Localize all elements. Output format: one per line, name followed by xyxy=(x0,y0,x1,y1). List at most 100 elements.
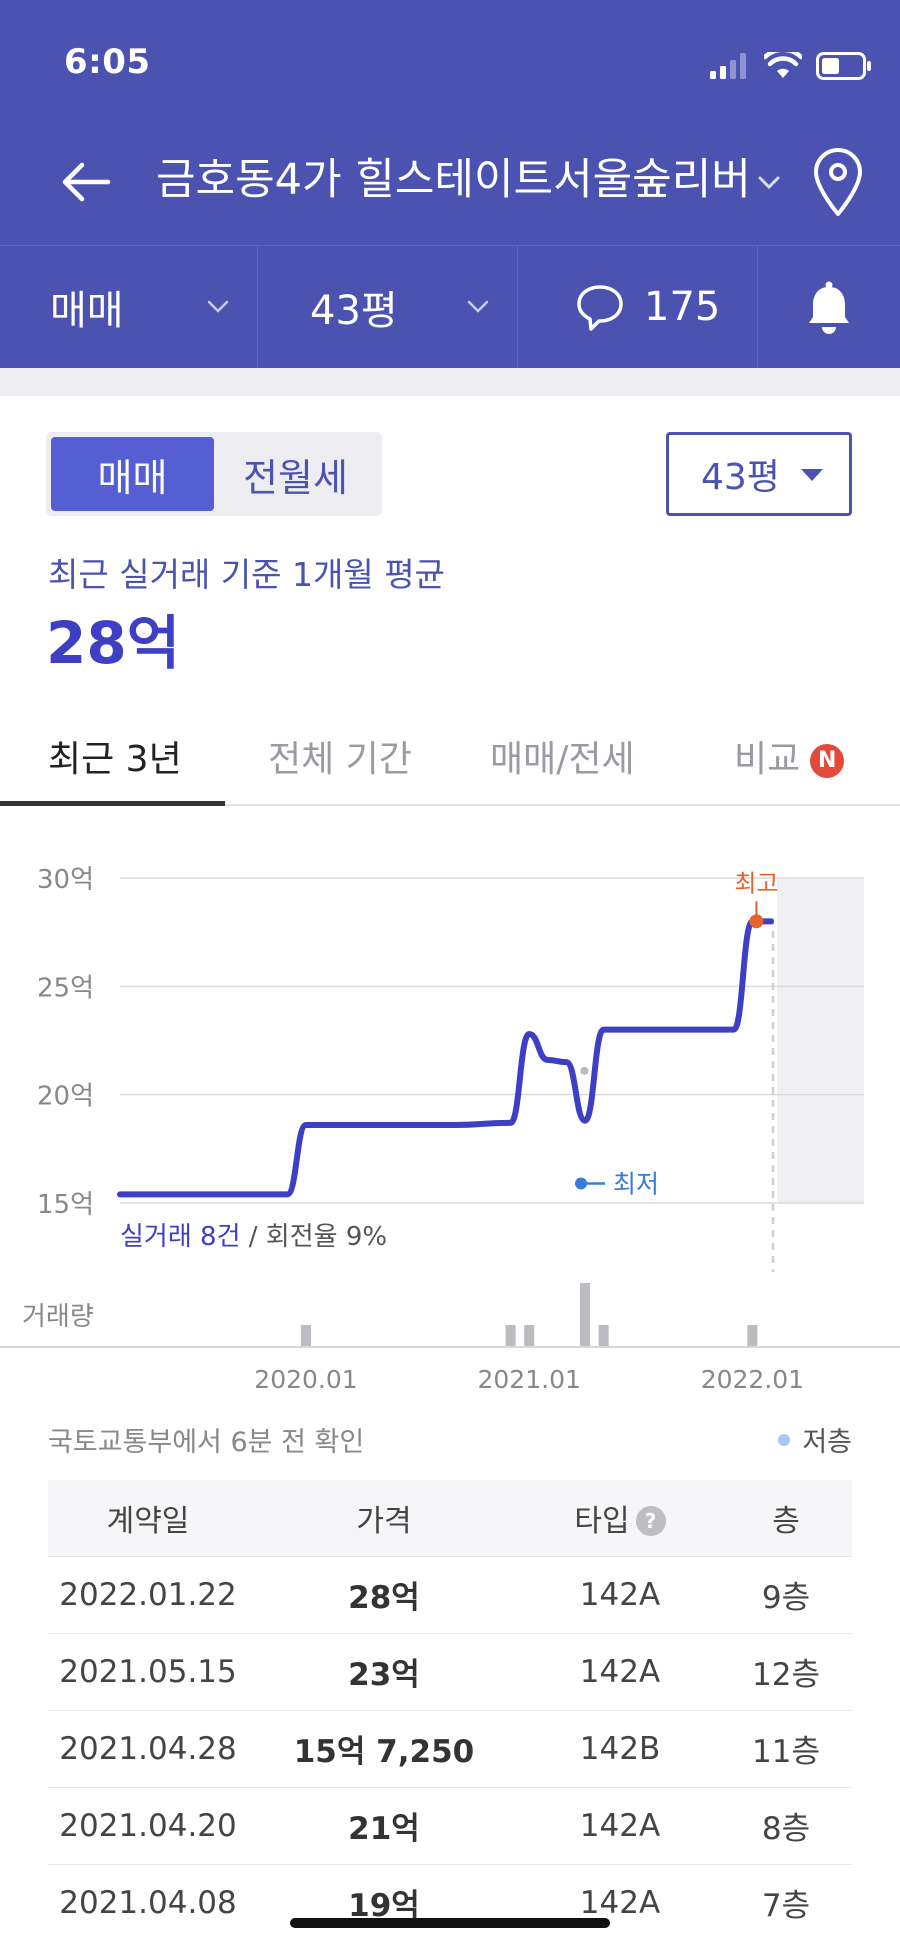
average-caption: 최근 실거래 기준 1개월 평균 xyxy=(48,555,445,594)
notification-button[interactable] xyxy=(758,246,900,368)
status-time: 6:05 xyxy=(64,42,151,82)
deal-count: 실거래 8건 xyxy=(120,1222,241,1252)
cell-price: 21억 xyxy=(248,1786,520,1864)
back-arrow-icon[interactable] xyxy=(56,152,116,212)
volume-bar xyxy=(747,1325,758,1346)
volume-bar xyxy=(301,1325,311,1346)
trade-segment-control: 매매 전월세 xyxy=(46,432,382,516)
x-tick-label: 2021.01 xyxy=(478,1365,581,1394)
cell-floor: 11층 xyxy=(720,1709,852,1787)
volume-bar xyxy=(505,1325,516,1346)
chevron-down-icon[interactable] xyxy=(754,168,784,198)
size-filter-label: 43평 xyxy=(310,288,398,334)
cell-date: 2021.04.20 xyxy=(48,1786,248,1864)
cell-floor: 8층 xyxy=(720,1786,852,1864)
speech-bubble-icon xyxy=(577,285,623,331)
table-row[interactable]: 2021.04.28 15억 7,250 142B 11층 xyxy=(48,1709,852,1787)
table-header-row: 계약일 가격 타입? 층 xyxy=(48,1480,852,1556)
cell-price: 23억 xyxy=(248,1632,520,1710)
cell-type: 142A xyxy=(520,1786,720,1864)
title-row: 금호동4가 힐스테이트서울숲리버 xyxy=(0,130,900,240)
cell-price: 28억 xyxy=(248,1555,520,1633)
cell-date: 2021.05.15 xyxy=(48,1632,248,1710)
header-contract-date: 계약일 xyxy=(48,1480,248,1556)
volume-bar xyxy=(580,1283,590,1346)
battery-icon xyxy=(816,52,871,80)
cell-floor: 12층 xyxy=(720,1632,852,1710)
legend-low-floor: 저층 xyxy=(778,1420,852,1459)
future-shade xyxy=(777,878,864,1203)
signal-icon xyxy=(710,53,746,79)
x-tick-label: 2020.01 xyxy=(254,1365,357,1394)
cell-date: 2021.04.28 xyxy=(48,1709,248,1787)
comments-button[interactable]: 175 xyxy=(518,246,758,368)
active-tab-underline xyxy=(0,801,225,806)
size-dropdown[interactable]: 43평 xyxy=(666,432,852,516)
y-tick-label: 15억 xyxy=(37,1190,94,1220)
data-source: 국토교통부에서 6분 전 확인 xyxy=(48,1427,365,1458)
tab-compare[interactable]: 비교 N xyxy=(734,730,845,782)
table-row[interactable]: 2021.05.15 23억 142A 12층 xyxy=(48,1632,852,1710)
trade-type-label: 매매 xyxy=(50,288,124,334)
segment-rent[interactable]: 전월세 xyxy=(243,455,348,500)
cell-floor: 9층 xyxy=(720,1555,852,1633)
status-icons xyxy=(710,46,872,86)
tab-compare-label: 비교 xyxy=(734,739,801,780)
cell-type: 142B xyxy=(520,1709,720,1787)
high-marker xyxy=(749,914,764,929)
turnover-rate: / 회전율 9% xyxy=(240,1222,388,1252)
tab-recent-3y[interactable]: 최근 3년 xyxy=(48,739,182,780)
tab-sale-jeonse[interactable]: 매매/전세 xyxy=(490,739,635,780)
comment-count: 175 xyxy=(644,284,721,330)
cell-date: 2021.04.08 xyxy=(48,1863,248,1941)
map-pin-icon[interactable] xyxy=(810,146,866,218)
price-line xyxy=(117,918,774,1198)
header-price: 가격 xyxy=(248,1480,520,1556)
size-filter[interactable]: 43평 xyxy=(258,246,518,368)
segment-sale[interactable]: 매매 xyxy=(51,437,214,511)
trade-type-filter[interactable]: 매매 xyxy=(0,246,258,368)
cell-type: 142A xyxy=(520,1863,720,1941)
caret-down-icon xyxy=(801,469,823,481)
high-label: 최고 xyxy=(734,869,778,897)
cell-date: 2022.01.22 xyxy=(48,1555,248,1633)
table-row[interactable]: 2021.04.08 19억 142A 7층 xyxy=(48,1863,852,1941)
home-indicator xyxy=(290,1918,610,1928)
tab-all-period[interactable]: 전체 기간 xyxy=(268,739,412,780)
cell-floor: 7층 xyxy=(720,1863,852,1941)
low-label: 최저 xyxy=(613,1170,659,1199)
cell-type: 142A xyxy=(520,1632,720,1710)
cell-type: 142A xyxy=(520,1555,720,1633)
chart-footnote: 실거래 8건 / 회전율 9% xyxy=(120,1216,387,1253)
x-tick-label: 2022.01 xyxy=(701,1365,804,1394)
cell-price: 15억 7,250 xyxy=(248,1709,520,1787)
cell-price: 19억 xyxy=(248,1863,520,1941)
volume-bar xyxy=(598,1325,609,1346)
help-icon[interactable]: ? xyxy=(635,1505,666,1536)
table-row[interactable]: 2021.04.20 21억 142A 8층 xyxy=(48,1786,852,1864)
table-row[interactable]: 2022.01.22 28억 142A 9층 xyxy=(48,1555,852,1633)
header-type-label: 타입 xyxy=(574,1503,630,1539)
header-floor: 층 xyxy=(720,1480,852,1556)
volume-bar xyxy=(524,1325,535,1346)
section-divider xyxy=(0,368,900,396)
legend-low-floor-label: 저층 xyxy=(802,1427,852,1458)
secondary-point xyxy=(580,1066,589,1075)
y-tick-label: 25억 xyxy=(37,973,94,1003)
size-dropdown-value: 43평 xyxy=(701,457,780,498)
average-price: 28억 xyxy=(46,609,181,677)
deals-table: 계약일 가격 타입? 층 2022.01.22 28억 142A 9층 2021… xyxy=(48,1480,852,1941)
complex-title[interactable]: 금호동4가 힐스테이트서울숲리버 xyxy=(156,155,751,205)
header-type: 타입? xyxy=(520,1480,720,1556)
chevron-down-icon xyxy=(207,300,229,313)
legend-dot-icon xyxy=(778,1433,791,1446)
wifi-icon xyxy=(764,52,802,78)
status-bar: 6:05 xyxy=(0,0,900,130)
period-tabs: 최근 3년 전체 기간 매매/전세 비교 N xyxy=(0,706,900,806)
new-badge: N xyxy=(810,743,845,778)
price-chart[interactable]: 30억 25억 20억 15억 최고 최저 2020.01 2021.01 2022.01 실거… xyxy=(0,810,900,1400)
chevron-down-icon xyxy=(467,300,489,313)
volume-label: 거래량 xyxy=(22,1302,94,1332)
filter-row: 매매 43평 175 xyxy=(0,245,900,368)
